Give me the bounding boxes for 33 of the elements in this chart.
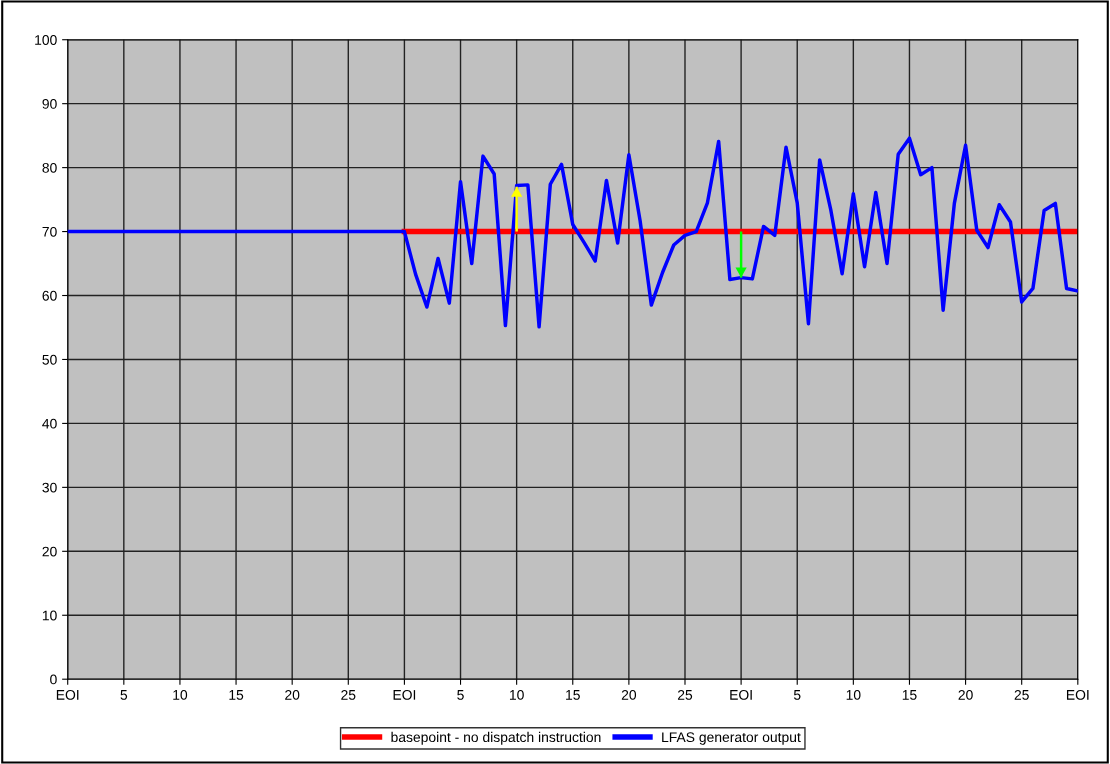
x-tick-label: 10 xyxy=(846,689,861,700)
y-tick-label: 90 xyxy=(42,99,57,109)
x-tick-label: 15 xyxy=(902,690,917,700)
x-tick-label: 5 xyxy=(457,690,464,700)
y-tick-label: 40 xyxy=(42,418,57,429)
x-tick-label: EOI xyxy=(393,689,416,700)
x-tick-label: 15 xyxy=(229,690,244,700)
x-tick-label: 20 xyxy=(621,689,637,700)
legend-label: LFAS generator output xyxy=(662,732,801,745)
x-tick-label: EOI xyxy=(1066,689,1089,700)
y-tick-label: 80 xyxy=(42,162,57,173)
x-tick-label: EOI xyxy=(56,689,79,700)
x-tick-label: 10 xyxy=(173,689,188,700)
x-tick-label: 25 xyxy=(1014,689,1029,700)
x-tick-label: 5 xyxy=(120,690,128,700)
y-tick-label: 0 xyxy=(50,674,57,685)
y-tick-label: 50 xyxy=(42,354,57,365)
x-tick-label: 20 xyxy=(958,689,973,700)
y-tick-label: 70 xyxy=(42,226,57,237)
y-tick-label: 10 xyxy=(42,610,57,621)
y-tick-label: 60 xyxy=(42,290,57,301)
legend-label: basepoint - no dispatch instruction xyxy=(391,731,601,745)
y-tick-label: 20 xyxy=(42,546,57,557)
y-tick-label: 30 xyxy=(42,482,57,493)
x-tick-label: 20 xyxy=(285,689,300,700)
x-tick-label: 10 xyxy=(509,689,524,700)
y-tick-label: 100 xyxy=(35,35,57,45)
x-tick-label: 25 xyxy=(341,689,356,700)
x-tick-label: EOI xyxy=(730,689,752,700)
x-tick-label: 25 xyxy=(677,689,693,700)
x-tick-label: 5 xyxy=(793,690,801,700)
line-series xyxy=(67,136,1078,329)
x-tick-label: 15 xyxy=(566,690,580,700)
